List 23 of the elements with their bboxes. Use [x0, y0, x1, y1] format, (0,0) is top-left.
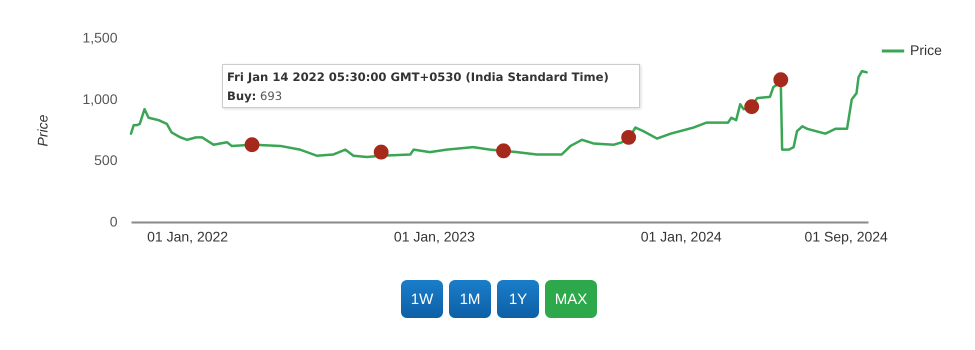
y-axis-title: Price [34, 114, 50, 146]
text: 1W [401, 280, 443, 318]
point [244, 137, 260, 152]
y-tick-label: 500 [94, 152, 118, 168]
text: 1M [449, 280, 491, 318]
x-tick-label: 01 Jan, 2022 [147, 228, 228, 244]
x-tick-label: 01 Jan, 2023 [394, 228, 476, 244]
y-tick-label: 1,500 [82, 30, 118, 46]
y-tick-label: 1,000 [82, 90, 118, 107]
annotation: Buy: 693 [227, 89, 282, 103]
point [744, 99, 760, 114]
text: MAX [545, 280, 597, 318]
legend-label: Price [910, 42, 942, 58]
point [773, 72, 788, 88]
text: 1Y [497, 280, 539, 318]
y-tick-label: 0 [110, 214, 118, 230]
line-series [130, 70, 868, 158]
point [374, 144, 389, 160]
x-tick-label: 01 Jan, 2024 [640, 228, 722, 244]
point [621, 130, 636, 145]
point [496, 143, 511, 158]
x-tick-label: 01 Sep, 2024 [804, 228, 888, 244]
annotation: Fri Jan 14 2022 05:30:00 GMT+0530 (India Standard Time) [227, 69, 610, 86]
